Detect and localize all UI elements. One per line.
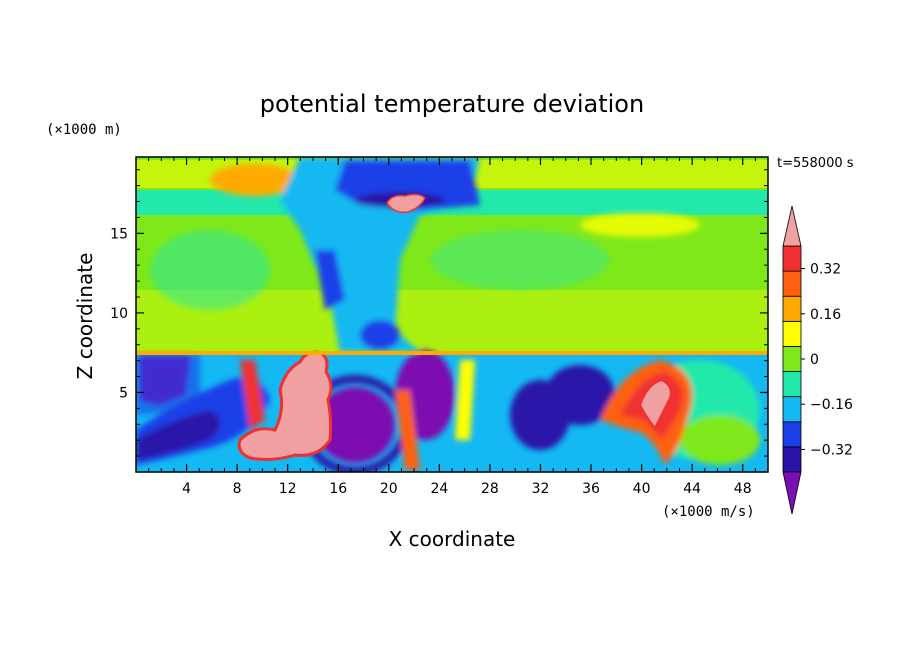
colorbar-swatch: [782, 320, 802, 347]
colorbar-bottom-arrow: [782, 471, 802, 515]
x-tick-label: 16: [329, 481, 347, 497]
colorbar-label: 0: [810, 352, 819, 368]
colorbar-label: 0.16: [810, 307, 841, 323]
colorbar-swatch: [782, 270, 802, 297]
x-axis-ticks: 4 8 12 16 20 24 28 32 36 40 44 48: [148, 157, 756, 497]
warm-right-patch: [580, 213, 700, 237]
yellow-stripe: [455, 360, 475, 440]
x-tick-label: 28: [481, 481, 499, 497]
x-tick-label: 48: [734, 481, 752, 497]
extreme-warm-upper: [386, 193, 426, 214]
heatmap-field: [136, 157, 768, 472]
green-lower-wash: [680, 415, 760, 465]
violet-cell-4: [545, 365, 615, 425]
interface-line: [136, 351, 768, 355]
x-tick-label: 44: [683, 481, 701, 497]
colorbar-label: −0.16: [810, 397, 853, 413]
colorbar-top-arrow: [782, 205, 802, 247]
violet-band-left: [136, 410, 220, 460]
cold-lower-blob: [360, 320, 400, 350]
teal-center-wash: [430, 230, 610, 290]
time-label: t=558000 s: [777, 156, 854, 171]
x-tick-label: 8: [233, 481, 242, 497]
colorbar-swatch: [782, 295, 802, 322]
colorbar-swatch: [782, 396, 802, 423]
colorbar-label: 0.32: [810, 262, 841, 278]
colorbar-swatch: [782, 421, 802, 448]
extreme-warm-plume-main: [237, 350, 333, 461]
extreme-warm-plume-right: [638, 378, 672, 430]
colorbar-swatch: [782, 446, 802, 473]
blue-left-edge: [136, 355, 200, 415]
red-stripe-1: [240, 360, 265, 430]
x-tick-label: 32: [532, 481, 550, 497]
colorbar: 0.32 0.16 0 −0.16 −0.32: [782, 205, 853, 515]
x-axis-label: X coordinate: [389, 527, 516, 551]
x-tick-label: 20: [380, 481, 398, 497]
y-tick-label: 10: [110, 306, 128, 322]
teal-left-wash: [150, 230, 270, 310]
x-tick-label: 12: [279, 481, 297, 497]
colorbar-swatch: [782, 346, 802, 372]
y-tick-label: 5: [119, 385, 128, 401]
y-axis-ticks: 5 10 15: [110, 169, 768, 457]
red-stripe-2: [395, 390, 420, 470]
cold-streak: [315, 250, 345, 310]
x-tick-label: 36: [582, 481, 600, 497]
x-unit-label: (×1000 m/s): [662, 504, 755, 520]
x-tick-label: 4: [182, 481, 191, 497]
warm-upper-patch: [210, 164, 300, 196]
y-unit-label: (×1000 m): [46, 122, 122, 138]
y-tick-label: 15: [110, 226, 128, 242]
violet-cell-1: [315, 387, 395, 463]
colorbar-swatch: [782, 371, 802, 398]
chart-title: potential temperature deviation: [260, 90, 644, 118]
x-tick-label: 40: [633, 481, 651, 497]
y-axis-label: Z coordinate: [73, 253, 97, 380]
colorbar-label: −0.32: [810, 442, 853, 458]
x-tick-label: 24: [430, 481, 448, 497]
colorbar-swatch: [782, 245, 802, 272]
